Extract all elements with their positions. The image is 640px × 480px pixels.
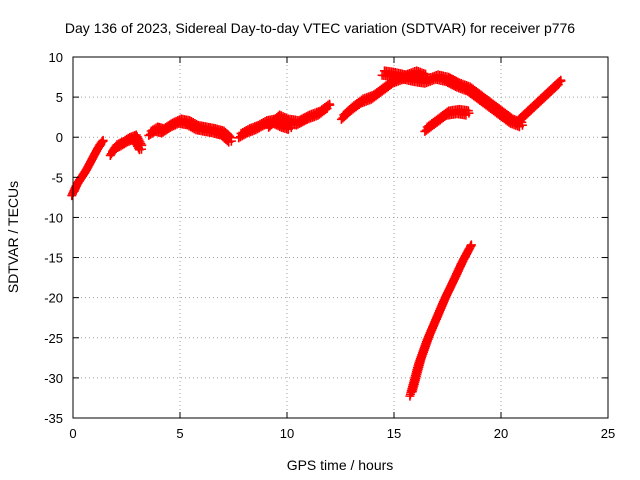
- y-tick-label: -10: [44, 210, 63, 225]
- data-point: [466, 241, 476, 251]
- chart-title: Day 136 of 2023, Sidereal Day-to-day VTE…: [65, 20, 575, 36]
- y-tick-label: -30: [44, 371, 63, 386]
- series-arc-8: [420, 104, 474, 136]
- y-tick-label: 0: [56, 130, 63, 145]
- y-axis-label: SDTVAR / TECUs: [5, 181, 21, 293]
- series-arc-11: [405, 240, 476, 401]
- y-tick-label: 5: [56, 90, 63, 105]
- data-points: [67, 66, 566, 401]
- series-arc-7: [377, 66, 485, 103]
- x-axis-label: GPS time / hours: [287, 457, 394, 473]
- y-tick-label: -25: [44, 331, 63, 346]
- x-tick-label: 10: [280, 426, 294, 441]
- series-arc-5: [264, 99, 335, 132]
- y-tick-label: -20: [44, 291, 63, 306]
- y-tick-label: -15: [44, 251, 63, 266]
- data-point: [556, 76, 566, 86]
- data-point: [98, 136, 108, 146]
- y-tick-label: -35: [44, 411, 63, 426]
- plot-frame: [72, 56, 609, 419]
- data-point: [325, 100, 335, 110]
- x-tick-label: 5: [176, 426, 183, 441]
- series-arc-2: [105, 130, 147, 160]
- x-tick-label: 25: [601, 426, 615, 441]
- y-tick-label: 10: [49, 50, 63, 65]
- data-point: [226, 136, 236, 146]
- data-point: [136, 144, 146, 154]
- series-arc-3: [144, 114, 236, 147]
- series-arc-10: [512, 75, 566, 128]
- x-tick-label: 15: [387, 426, 401, 441]
- y-tick-label: -5: [51, 170, 63, 185]
- x-tick-label: 20: [494, 426, 508, 441]
- axis-ticks: 0 5 10 15 20 25 10 5 0 -5 -10 -15 -20 -25 -30 -35: [44, 50, 615, 441]
- data-point: [464, 108, 474, 118]
- x-tick-label: 0: [69, 426, 76, 441]
- data-point: [225, 131, 235, 141]
